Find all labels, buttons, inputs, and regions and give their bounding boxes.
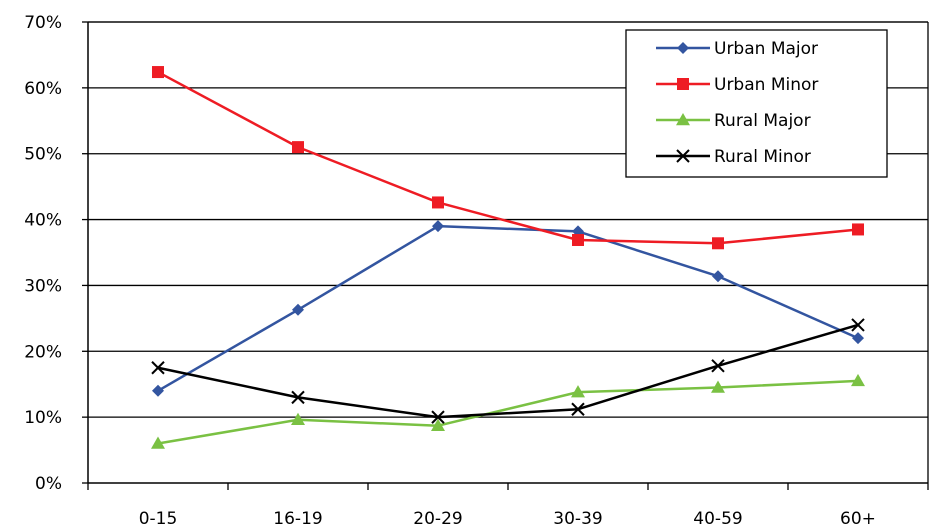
data-point-triangle — [711, 380, 725, 393]
data-point-x — [676, 149, 690, 163]
data-point-x — [431, 410, 445, 424]
y-tick-label: 60% — [24, 79, 62, 99]
data-point-x — [851, 318, 865, 332]
data-point-diamond — [292, 303, 304, 316]
data-point-triangle — [431, 418, 445, 431]
y-tick-label: 10% — [24, 408, 62, 428]
series-rural-major — [151, 373, 865, 449]
data-point-diamond — [152, 384, 164, 397]
x-tick-label: 60+ — [840, 509, 876, 529]
data-point-diamond — [432, 220, 444, 233]
x-tick-label: 20-29 — [413, 509, 462, 529]
data-point-triangle — [291, 412, 305, 426]
legend-label: Rural Major — [714, 111, 811, 131]
data-point-x-stroke — [291, 390, 305, 405]
legend: Urban Major Urban Minor Rural Major Rural M… — [625, 29, 888, 178]
data-point-square — [572, 233, 584, 246]
legend-item-urban-major: Urban Major — [656, 39, 818, 59]
series-line-urban-minor — [157, 70, 859, 245]
data-point-square — [677, 78, 689, 90]
legend-label: Urban Major — [714, 39, 818, 59]
data-point-square — [152, 66, 164, 79]
data-point-x-stroke — [711, 359, 725, 373]
y-tick-label: 70% — [24, 13, 62, 33]
data-point-square — [852, 223, 864, 236]
series-urban-minor — [152, 66, 864, 250]
series-line-urban-major — [157, 224, 859, 392]
data-point-x-stroke — [151, 361, 165, 375]
data-point-x — [711, 359, 725, 373]
data-point-x-stroke — [571, 402, 585, 416]
data-point-diamond — [677, 42, 689, 54]
y-tick-label: 40% — [24, 211, 62, 231]
data-point-square — [712, 237, 724, 250]
y-tick-label: 50% — [24, 145, 62, 165]
series-layer — [151, 66, 865, 449]
legend-label: Urban Minor — [714, 75, 818, 95]
x-tick-label: 30-39 — [553, 509, 602, 529]
data-point-x-stroke — [431, 410, 445, 424]
data-point-x — [151, 361, 165, 375]
y-tick-label: 20% — [24, 342, 62, 362]
x-tick-label: 16-19 — [273, 509, 322, 529]
data-point-diamond — [712, 270, 724, 283]
series-rural-minor — [151, 318, 865, 424]
series-line-rural-major — [157, 379, 859, 445]
data-point-square — [292, 141, 304, 154]
y-tick-label: 30% — [24, 276, 62, 296]
data-point-triangle — [571, 385, 585, 398]
data-point-x — [291, 390, 305, 405]
data-point-triangle — [676, 113, 690, 126]
series-line-rural-minor — [157, 323, 859, 419]
data-point-square — [432, 196, 444, 209]
series-urban-major — [152, 220, 864, 397]
data-point-x-stroke — [676, 149, 690, 163]
data-point-triangle — [851, 373, 865, 387]
data-point-x — [571, 402, 585, 416]
legend-box — [625, 29, 888, 178]
legend-item-rural-major: Rural Major — [656, 111, 811, 131]
x-tick-label: 0-15 — [139, 509, 178, 529]
data-point-diamond — [852, 332, 864, 345]
axes: 0% 10% 20% 30% 40% 50% 60% 70% 0-15 16-19 20-29 30-… — [24, 13, 929, 529]
data-point-x-stroke — [851, 318, 865, 332]
legend-item-urban-minor: Urban Minor — [656, 75, 818, 95]
y-tick-label: 0% — [35, 474, 62, 494]
x-tick-label: 40-59 — [693, 509, 742, 529]
data-point-triangle — [151, 436, 165, 449]
legend-item-rural-minor: Rural Minor — [656, 147, 811, 167]
legend-label: Rural Minor — [714, 147, 811, 167]
